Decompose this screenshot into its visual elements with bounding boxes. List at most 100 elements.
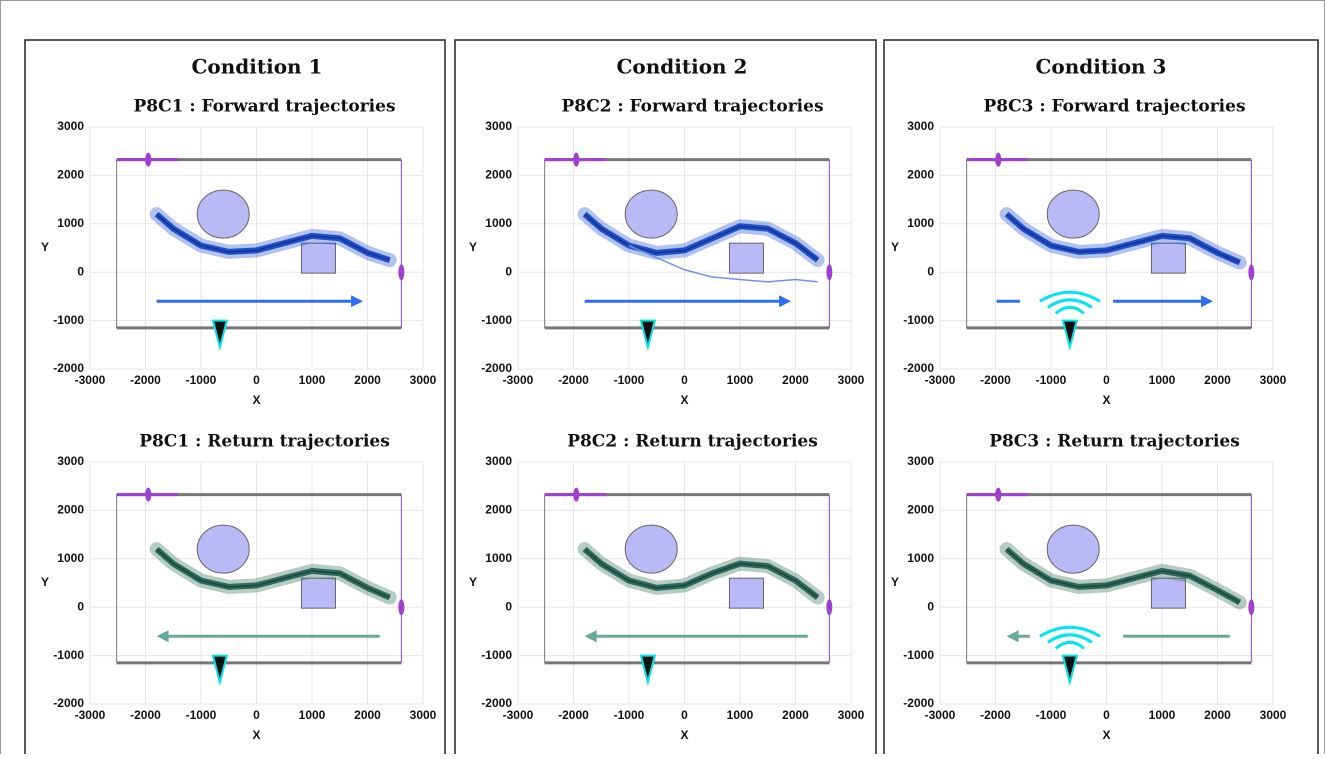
x-axis-label: X	[252, 393, 260, 407]
x-tick-label: -2000	[980, 708, 1011, 722]
y-tick-label: 2000	[907, 168, 934, 182]
x-tick-label: 1000	[727, 708, 754, 722]
x-tick-label: -3000	[503, 708, 534, 722]
y-axis-label: Y	[891, 575, 899, 589]
obstacle-circle	[1046, 524, 1100, 574]
marker	[145, 152, 152, 167]
sound-wave	[1039, 625, 1101, 638]
y-tick-label: -1000	[53, 648, 84, 662]
marker	[573, 152, 580, 167]
x-tick-label: -1000	[614, 708, 645, 722]
y-tick-label: 2000	[57, 503, 84, 517]
trajectory-core	[156, 213, 390, 261]
y-tick-label: -2000	[481, 361, 512, 375]
chart-title: P8C2 : Return trajectories	[567, 432, 818, 452]
y-tick-label: 0	[77, 599, 84, 613]
marker	[398, 599, 405, 616]
y-tick-label: 3000	[57, 119, 84, 133]
trajectory-core	[1006, 548, 1241, 604]
obstacle-square	[728, 242, 764, 274]
x-tick-label: -2000	[558, 373, 589, 387]
chart: P8C2 : Return trajectories -2000 -1000 0 100…	[469, 432, 865, 743]
x-tick-label: 2000	[782, 708, 809, 722]
x-tick-label: 0	[681, 373, 688, 387]
x-tick-label: 2000	[1204, 708, 1231, 722]
x-tick-label: 3000	[1260, 373, 1287, 387]
marker	[826, 599, 833, 616]
x-tick-label: -3000	[925, 708, 956, 722]
obstacle-circle	[196, 189, 250, 239]
y-tick-label: -2000	[53, 361, 84, 375]
y-tick-label: 1000	[485, 216, 512, 230]
x-tick-label: 3000	[838, 373, 865, 387]
x-tick-label: -2000	[130, 708, 161, 722]
speaker	[639, 654, 657, 687]
sound-wave	[1039, 290, 1101, 303]
trajectory-core	[156, 548, 390, 599]
marker	[145, 487, 152, 502]
y-tick-label: -2000	[903, 696, 934, 710]
arrow-head	[1006, 630, 1019, 643]
x-tick-label: -3000	[925, 373, 956, 387]
x-tick-label: 3000	[410, 708, 437, 722]
chart: P8C1 : Forward trajectories -2000 -1000 0 10…	[41, 97, 437, 408]
chart: P8C2 : Forward trajectories -2000 -1000 0 10…	[469, 97, 865, 408]
obstacle-circle	[624, 189, 678, 239]
marker	[398, 264, 405, 281]
y-tick-label: 1000	[57, 551, 84, 565]
speaker	[211, 654, 229, 687]
y-axis-label: Y	[469, 575, 477, 589]
y-tick-label: -1000	[481, 648, 512, 662]
y-tick-label: 3000	[485, 454, 512, 468]
trajectory	[628, 244, 818, 283]
x-tick-label: -1000	[1036, 708, 1067, 722]
trajectory-core	[584, 548, 819, 599]
chart-title: P8C1 : Return trajectories	[139, 432, 390, 452]
x-tick-label: 0	[681, 708, 688, 722]
x-tick-label: 1000	[727, 373, 754, 387]
chart-title: P8C1 : Forward trajectories	[133, 97, 395, 117]
x-tick-label: 1000	[1149, 373, 1176, 387]
obstacle-square	[1150, 242, 1186, 274]
condition-title: Condition 2	[617, 55, 748, 79]
x-tick-label: -2000	[980, 373, 1011, 387]
x-tick-label: -1000	[1036, 373, 1067, 387]
marker	[995, 487, 1002, 502]
x-tick-label: -1000	[186, 708, 217, 722]
y-tick-label: 0	[927, 599, 934, 613]
y-tick-label: 2000	[907, 503, 934, 517]
y-tick-label: 3000	[485, 119, 512, 133]
x-axis-label: X	[1102, 728, 1110, 742]
y-tick-label: 3000	[907, 454, 934, 468]
arrow-head	[584, 630, 597, 643]
x-tick-label: -2000	[130, 373, 161, 387]
x-tick-label: 2000	[354, 708, 381, 722]
y-tick-label: -2000	[903, 361, 934, 375]
speaker	[211, 319, 229, 352]
x-tick-label: 2000	[782, 373, 809, 387]
arrow-head	[1201, 295, 1214, 308]
marker	[826, 264, 833, 281]
marker	[1248, 264, 1255, 281]
y-axis-label: Y	[469, 240, 477, 254]
sound-wave	[1054, 640, 1085, 650]
obstacle-square	[728, 577, 764, 609]
chart-title: P8C3 : Forward trajectories	[983, 97, 1245, 117]
marker	[1248, 599, 1255, 616]
x-axis-label: X	[252, 728, 260, 742]
y-tick-label: -2000	[53, 696, 84, 710]
y-tick-label: 1000	[907, 216, 934, 230]
sound-wave	[1047, 633, 1093, 644]
y-tick-label: 0	[77, 264, 84, 278]
x-tick-label: 2000	[354, 373, 381, 387]
x-tick-label: 3000	[410, 373, 437, 387]
x-tick-label: 3000	[1260, 708, 1287, 722]
x-tick-label: 1000	[299, 373, 326, 387]
obstacle-circle	[196, 524, 250, 574]
x-tick-label: 0	[253, 373, 260, 387]
y-tick-label: 2000	[485, 503, 512, 517]
trajectory-core	[584, 213, 819, 261]
chart-title: P8C2 : Forward trajectories	[561, 97, 823, 117]
y-tick-label: 1000	[907, 551, 934, 565]
x-tick-label: -1000	[614, 373, 645, 387]
